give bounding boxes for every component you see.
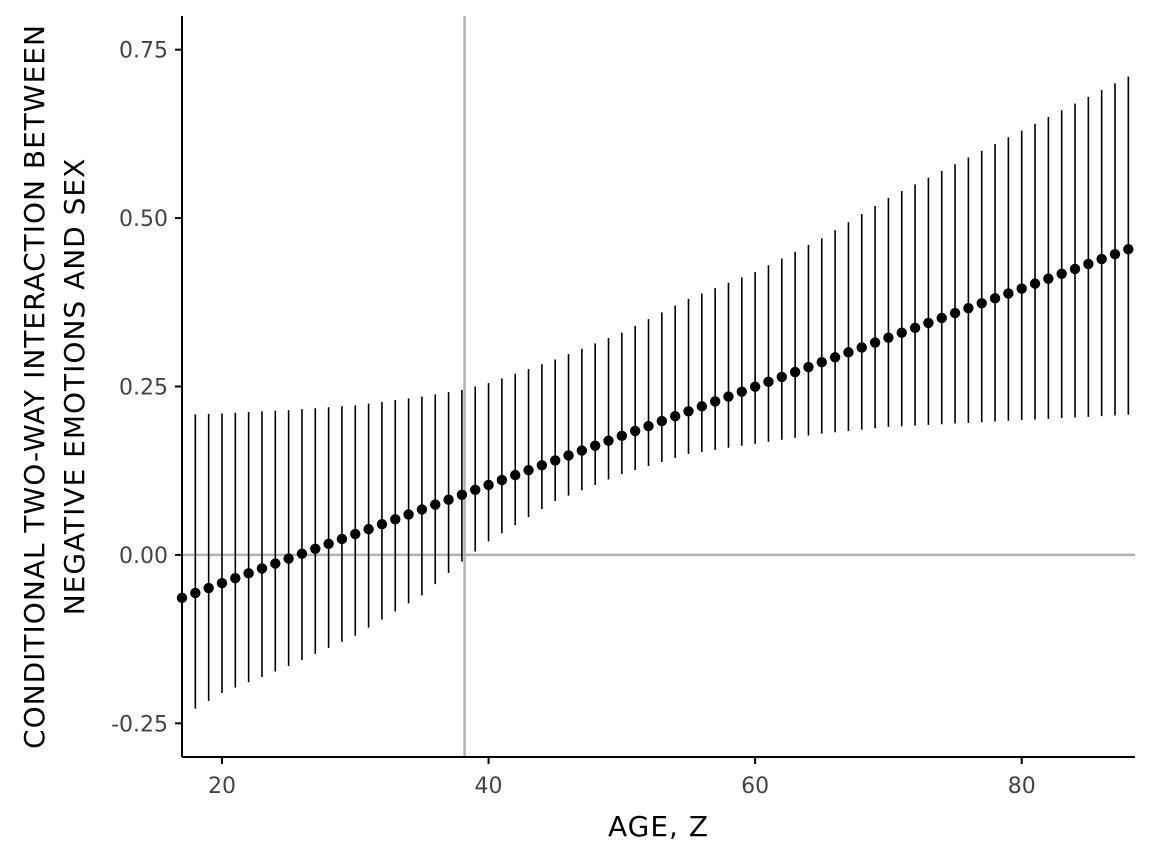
estimate-point	[1056, 268, 1067, 280]
estimate-point	[496, 474, 508, 486]
estimate-point	[1043, 273, 1054, 284]
estimate-point	[296, 548, 308, 559]
estimate-point	[723, 391, 734, 402]
estimate-point	[1029, 278, 1041, 289]
estimate-point	[390, 514, 401, 525]
axes	[181, 16, 1135, 758]
reference-lines	[182, 16, 1135, 757]
estimate-point	[936, 312, 947, 324]
estimate-point	[336, 533, 348, 545]
estimate-point	[1096, 253, 1107, 265]
estimate-point	[736, 386, 748, 397]
estimate-point	[696, 401, 708, 412]
estimate-point	[923, 317, 934, 329]
x-tick-label: 20	[208, 774, 236, 799]
estimate-point	[763, 376, 774, 388]
estimate-point	[683, 406, 694, 417]
estimate-point	[403, 509, 414, 520]
estimate-point	[550, 455, 561, 466]
y-axis-title-line-2: NEGATIVE EMOTIONS AND SEX	[58, 158, 91, 616]
estimate-point	[669, 411, 681, 422]
estimate-point	[230, 573, 241, 584]
estimate-point	[896, 327, 907, 338]
estimate-point	[643, 420, 654, 432]
estimate-point	[949, 307, 961, 319]
estimate-point	[989, 293, 1001, 304]
x-ticks: 20 40 60 80	[208, 757, 1036, 799]
estimate-point	[350, 528, 361, 540]
estimate-point	[216, 577, 228, 589]
estimate-point	[536, 460, 548, 471]
y-ticks: -0.25 0.00 0.25 0.50 0.75	[111, 39, 182, 737]
estimate-point	[603, 435, 614, 446]
x-tick-label: 80	[1008, 774, 1036, 799]
estimate-point	[443, 494, 454, 505]
estimate-point	[843, 347, 854, 358]
estimate-point	[243, 568, 254, 579]
estimate-point	[1016, 283, 1027, 294]
estimate-point	[1083, 258, 1094, 270]
estimate-point	[709, 396, 721, 407]
estimate-point	[789, 366, 801, 378]
estimate-point	[510, 469, 521, 481]
x-axis-title: AGE, Z	[608, 810, 709, 843]
estimate-point	[883, 332, 894, 343]
estimate-point	[363, 523, 374, 535]
x-tick-label: 40	[475, 774, 503, 799]
estimate-point	[909, 322, 921, 334]
y-tick-label: 0.75	[119, 39, 168, 64]
x-tick-label: 60	[741, 774, 769, 799]
estimate-point	[456, 489, 468, 500]
confidence-intervals	[181, 76, 1130, 717]
estimate-point	[803, 361, 814, 373]
estimate-point	[523, 465, 534, 476]
estimate-point	[1123, 244, 1134, 255]
estimate-point	[563, 450, 574, 461]
estimate-point	[829, 352, 841, 363]
estimate-point	[376, 519, 388, 530]
estimate-point	[816, 356, 827, 368]
estimate-point	[856, 342, 867, 353]
y-tick-label: -0.25	[111, 712, 168, 737]
estimate-point	[656, 415, 668, 427]
estimate-point	[589, 440, 601, 451]
estimate-point	[323, 538, 334, 550]
estimate-point	[1069, 263, 1081, 275]
estimate-point	[256, 563, 268, 574]
y-tick-label: 0.50	[119, 207, 168, 232]
estimate-point	[963, 302, 974, 314]
estimate-point	[283, 553, 294, 564]
y-tick-label: 0.00	[119, 544, 168, 569]
estimate-point	[310, 543, 321, 554]
estimate-point	[576, 445, 588, 456]
estimate-point	[749, 381, 761, 392]
estimate-points	[176, 244, 1134, 604]
estimate-point	[203, 582, 214, 594]
estimate-point	[629, 425, 641, 437]
estimate-point	[190, 587, 201, 599]
estimate-point	[776, 371, 787, 383]
estimate-point	[976, 298, 987, 309]
estimate-point	[430, 499, 441, 510]
estimate-point	[1003, 288, 1014, 299]
estimate-point	[616, 430, 628, 442]
estimate-point	[470, 484, 481, 496]
estimate-point	[270, 558, 281, 569]
estimate-point	[483, 479, 494, 491]
estimate-point	[869, 337, 881, 348]
y-tick-label: 0.25	[119, 376, 168, 401]
estimate-point	[1109, 248, 1121, 260]
y-axis-title-line-1: CONDITIONAL TWO-WAY INTERACTION BETWEEN	[18, 24, 51, 749]
estimate-point	[416, 504, 428, 515]
